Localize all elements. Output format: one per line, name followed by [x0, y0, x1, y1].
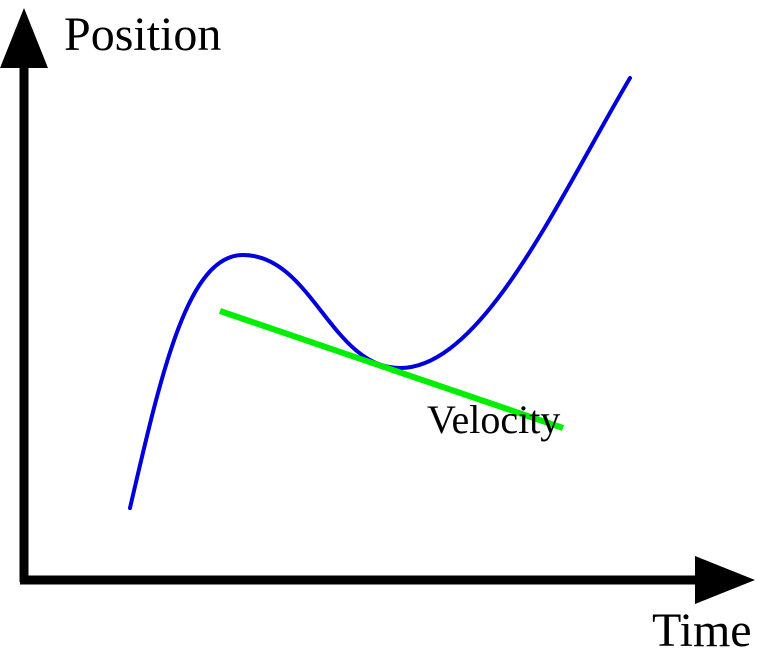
velocity-label: Velocity — [427, 397, 560, 442]
y-axis-arrowhead — [0, 8, 48, 68]
y-axis-label: Position — [64, 8, 221, 61]
velocity-tangent-line — [219, 308, 564, 431]
x-axis-label: Time — [652, 604, 752, 657]
x-axis-arrowhead — [695, 556, 755, 604]
position-curve — [128, 76, 632, 510]
